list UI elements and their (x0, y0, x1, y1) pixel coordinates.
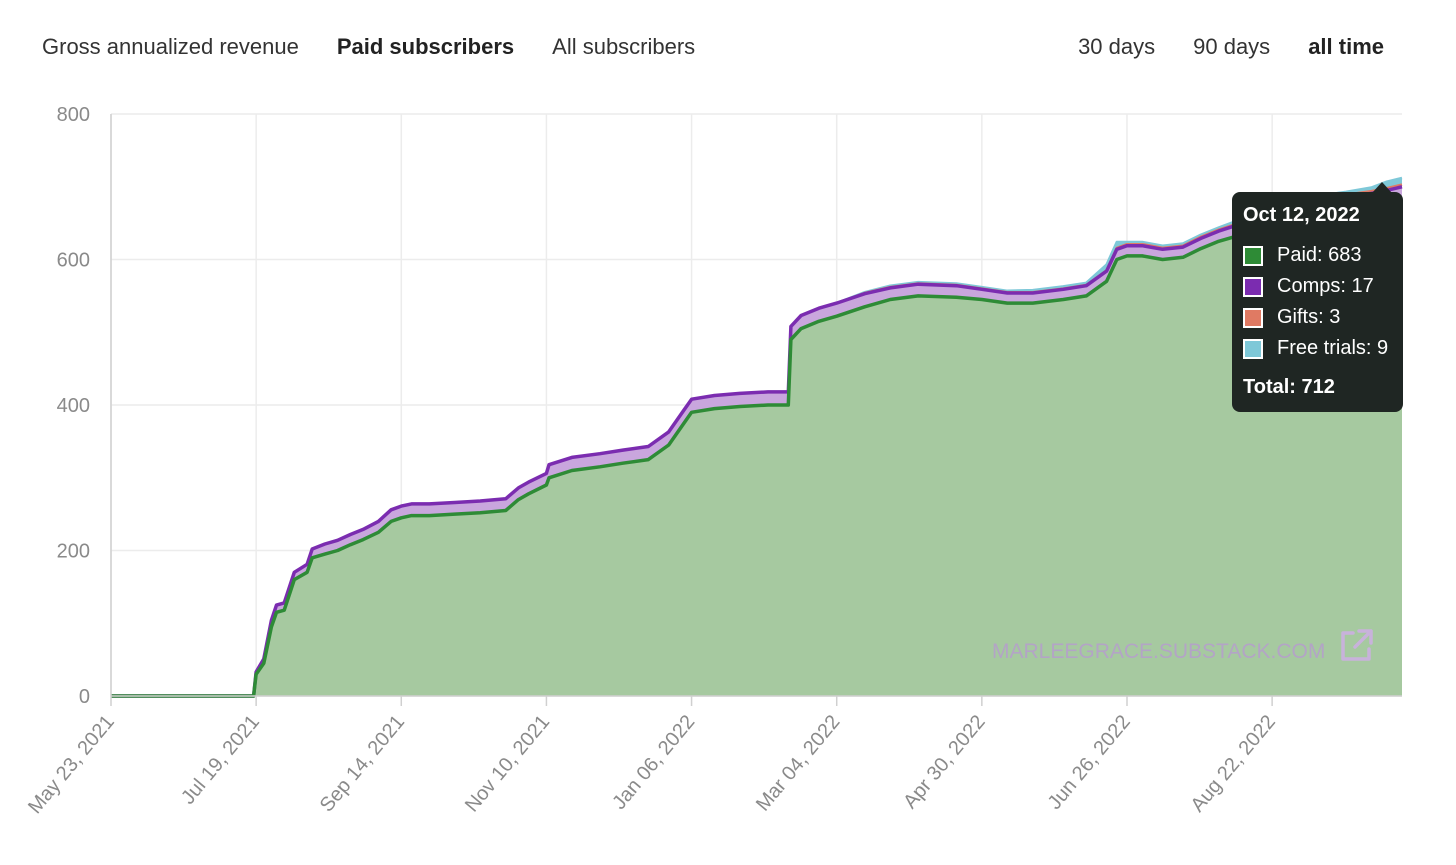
tooltip-label-gifts: Gifts: 3 (1277, 306, 1341, 328)
line-comps (111, 185, 1403, 698)
external-link-icon[interactable] (1337, 627, 1375, 665)
legend-swatch-gifts (1243, 307, 1263, 328)
tooltip-date: Oct 12, 2022 (1243, 204, 1360, 226)
range-tabs: 30 days 90 days all time (1078, 34, 1384, 60)
tooltip-pointer (1372, 182, 1392, 193)
y-tick-labels: 0 200 400 600 800 (57, 104, 90, 708)
y-tick-label: 600 (57, 250, 90, 272)
data-tooltip: Oct 12, 2022 Paid: 683 Comps: 17 Gifts: … (1232, 192, 1403, 412)
tooltip-label-comps: Comps: 17 (1277, 275, 1374, 297)
legend-swatch-free-trials (1243, 338, 1263, 359)
x-tick-label: Sep 14, 2021 (316, 711, 409, 816)
y-tick-label: 800 (57, 104, 90, 126)
legend-swatch-comps (1243, 276, 1263, 297)
tab-paid-subscribers[interactable]: Paid subscribers (336, 34, 515, 59)
x-tick-label: Jul 19, 2021 (177, 711, 264, 809)
legend-swatch-paid (1243, 245, 1263, 266)
x-tick-label: Jan 06, 2022 (608, 711, 699, 814)
x-tick-label: Mar 04, 2022 (752, 711, 845, 815)
x-tick-label: Apr 30, 2022 (899, 711, 989, 813)
tooltip-row-gifts: Gifts: 3 (1243, 302, 1392, 333)
tooltip-row-comps: Comps: 17 (1243, 271, 1392, 302)
y-tick-label: 0 (79, 686, 90, 708)
range-30-days[interactable]: 30 days (1078, 34, 1156, 59)
tooltip-row-free-trials: Free trials: 9 (1243, 333, 1392, 364)
x-tick-labels: May 23, 2021 Jul 19, 2021 Sep 14, 2021 Nov … (24, 711, 1280, 818)
range-90-days[interactable]: 90 days (1193, 34, 1271, 59)
x-tick-label: May 23, 2021 (24, 711, 119, 818)
tab-gross-annualized-revenue[interactable]: Gross annualized revenue (42, 34, 299, 59)
stacked-areas (111, 176, 1403, 698)
y-tick-label: 200 (57, 541, 90, 563)
tooltip-label-free-trials: Free trials: 9 (1277, 337, 1389, 359)
x-tick-label: Nov 10, 2021 (461, 711, 554, 816)
tooltip-total: Total: 712 (1243, 376, 1335, 398)
tab-all-subscribers[interactable]: All subscribers (552, 34, 696, 59)
y-tick-label: 400 (57, 395, 90, 417)
tooltip-label-paid: Paid: 683 (1277, 244, 1362, 266)
x-tick-label: Jun 26, 2022 (1044, 711, 1135, 814)
metric-tabs: Gross annualized revenue Paid subscriber… (42, 34, 695, 60)
axes (110, 114, 1402, 706)
range-all-time[interactable]: all time (1308, 34, 1384, 59)
tooltip-row-paid: Paid: 683 (1243, 240, 1392, 271)
x-tick-label: Aug 22, 2022 (1187, 711, 1280, 816)
watermark: MARLEEGRACE.SUBSTACK.COM (992, 640, 1326, 663)
line-paid (111, 197, 1403, 698)
area-paid (111, 199, 1402, 696)
